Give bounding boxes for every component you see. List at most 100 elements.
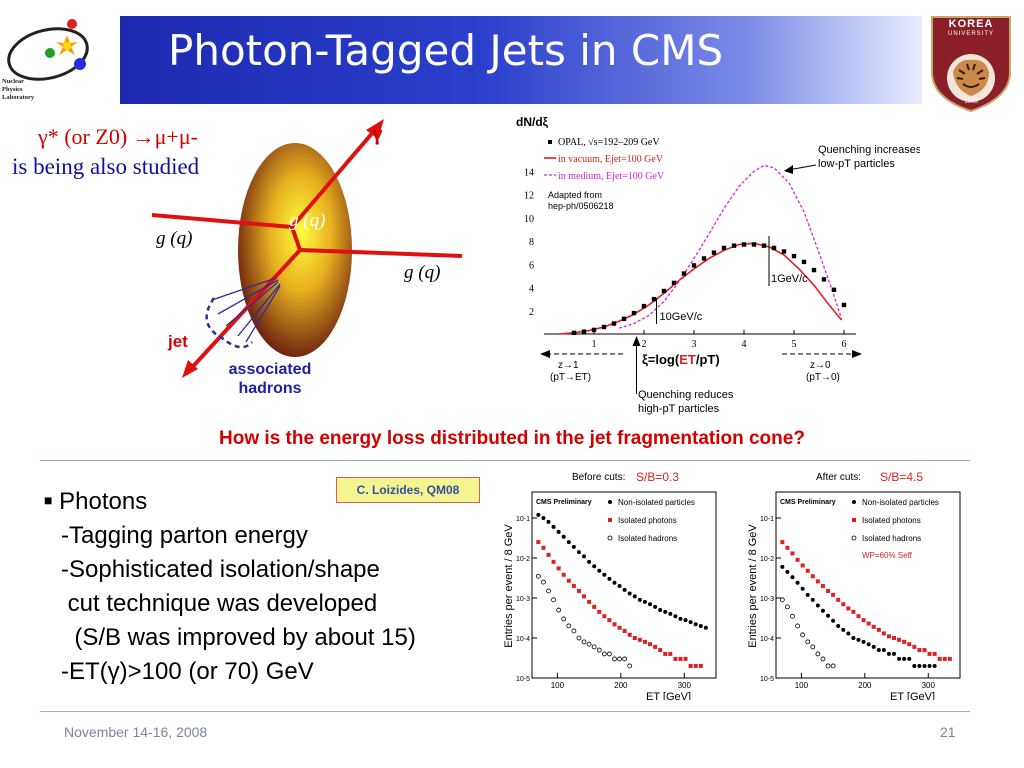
- data-point-photons: [810, 574, 815, 579]
- data-point-opal: [781, 249, 787, 254]
- data-point-photons: [922, 648, 927, 653]
- data-point-nonisolated: [917, 663, 922, 668]
- data-point-nonisolated: [582, 554, 587, 559]
- y-tick-label: 4: [529, 284, 534, 295]
- data-point-photons: [897, 637, 902, 642]
- data-point-hadrons: [571, 628, 577, 634]
- data-point-opal: [581, 329, 587, 334]
- data-point-nonisolated: [836, 623, 841, 628]
- data-point-hadrons: [586, 641, 592, 647]
- data-point-photons: [836, 597, 841, 602]
- data-point-nonisolated: [546, 519, 551, 524]
- x-tick-label: 5: [792, 339, 797, 350]
- legend-label-hadrons: Isolated hadrons: [618, 534, 677, 543]
- incoming-parton-line: [151, 213, 293, 229]
- data-point-photons: [673, 656, 678, 661]
- data-point-hadrons: [556, 607, 562, 613]
- data-point-opal: [821, 277, 827, 282]
- plot-frame: [531, 491, 717, 679]
- data-point-nonisolated: [607, 576, 612, 581]
- data-point-nonisolated: [566, 540, 571, 545]
- data-point-photons: [917, 648, 922, 653]
- data-point-hadrons: [805, 639, 811, 645]
- outgoing-parton-line: [299, 248, 463, 258]
- data-point-photons: [826, 588, 831, 593]
- data-point-nonisolated: [815, 603, 820, 608]
- data-point-photons: [937, 656, 942, 661]
- data-point-opal: [831, 287, 837, 293]
- data-point-opal: [571, 330, 577, 336]
- y-axis-label: Entries per event / 8 GeV: [747, 524, 759, 648]
- data-point-opal: [741, 242, 747, 247]
- data-point-photons: [902, 639, 907, 644]
- data-point-hadrons: [596, 647, 602, 653]
- data-point-nonisolated: [703, 625, 708, 630]
- data-point-nonisolated: [795, 580, 800, 585]
- data-point-photons: [851, 609, 856, 614]
- data-point-hadrons: [790, 613, 795, 619]
- data-point-photons: [576, 588, 581, 593]
- data-point-nonisolated: [922, 663, 927, 668]
- legend-label-photons: Isolated photons: [618, 516, 677, 525]
- data-point-hadrons: [566, 623, 572, 629]
- cms-chart-after-cuts: After cuts: S/B=4.5 CMS Preliminary Non-iso…: [747, 470, 961, 700]
- lab-logo-line-3: Laboratory: [2, 94, 35, 101]
- associated-hadrons-line-2: hadrons: [238, 380, 302, 397]
- data-point-photons: [637, 637, 642, 642]
- data-point-photons: [886, 634, 891, 639]
- data-point-hadrons: [541, 579, 546, 585]
- data-point-hadrons: [622, 656, 628, 662]
- bullet-block: ■ Photons -Tagging parton energy -Sophis…: [44, 483, 416, 689]
- data-point-hadrons: [810, 644, 816, 650]
- data-point-opal: [651, 296, 657, 302]
- y-tick-label: 10-4: [516, 636, 530, 643]
- data-point-nonisolated: [785, 569, 790, 574]
- data-point-nonisolated: [693, 622, 698, 627]
- data-point-photons: [815, 579, 820, 584]
- x-tick-label: 2: [642, 339, 647, 350]
- data-point-photons: [932, 651, 937, 656]
- data-point-hadrons: [800, 632, 806, 638]
- x-tick-label: 100: [551, 681, 565, 690]
- data-point-photons: [790, 551, 795, 556]
- data-point-nonisolated: [846, 631, 851, 636]
- data-point-nonisolated: [571, 544, 576, 549]
- y-tick-label: 10-2: [516, 556, 530, 563]
- data-point-photons: [846, 606, 851, 611]
- data-point-hadrons: [815, 651, 821, 657]
- chart-title: dN/dξ: [516, 115, 549, 129]
- y-tick-label: 10-4: [760, 636, 774, 643]
- sb-label: S/B=0.3: [636, 470, 679, 484]
- data-point-nonisolated: [841, 627, 846, 632]
- y-tick-label: 10-3: [516, 596, 530, 603]
- adapted-note-line-2: hep-ph/0506218: [548, 201, 614, 211]
- data-point-opal: [771, 245, 777, 251]
- data-point-hadrons: [612, 656, 617, 662]
- data-point-nonisolated: [826, 613, 831, 618]
- data-point-hadrons: [607, 651, 612, 657]
- data-point-nonisolated: [820, 608, 825, 613]
- bullet-line-5: -ET(γ)>100 (or 70) GeV: [61, 658, 314, 685]
- data-point-nonisolated: [881, 648, 886, 653]
- data-point-opal: [661, 288, 667, 294]
- data-point-photons: [612, 622, 617, 627]
- data-point-nonisolated: [673, 614, 678, 619]
- hadron-cone: [205, 297, 253, 349]
- data-point-nonisolated: [536, 512, 541, 517]
- arrow-right-label-2: (pT→0): [806, 372, 840, 383]
- plot-frame: [775, 491, 961, 679]
- legend-marker-photons: [608, 518, 612, 522]
- data-point-nonisolated: [856, 637, 861, 642]
- legend-marker-photons: [852, 518, 856, 522]
- incoming-parton-label: g (q): [156, 228, 193, 249]
- data-point-nonisolated: [902, 656, 907, 661]
- gamma-note-line-2: is being also studied: [12, 154, 200, 179]
- data-point-photons: [561, 572, 566, 577]
- footer-date: November 14-16, 2008: [64, 724, 208, 740]
- bullet-line-1: -Tagging parton energy: [61, 522, 308, 549]
- arrow-left-label-1: z→1: [558, 360, 579, 371]
- data-point-photons: [571, 583, 576, 588]
- annotation-arrowhead-increase: [784, 165, 793, 174]
- data-point-photons: [653, 644, 658, 649]
- data-point-nonisolated: [912, 663, 917, 668]
